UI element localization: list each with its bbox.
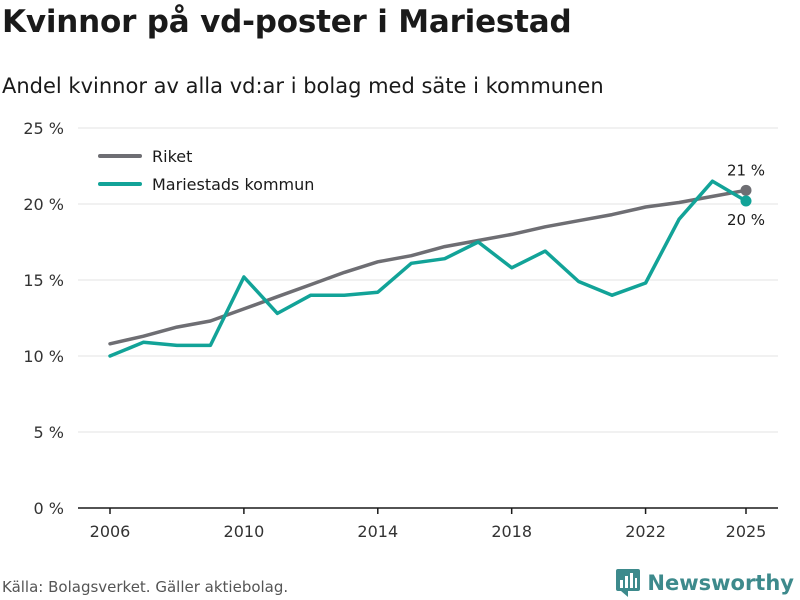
chart-title: Kvinnor på vd-poster i Mariestad bbox=[2, 4, 572, 40]
line-chart: 0 % 5 % 10 % 15 % 20 % 25 % 2006 2010 2014 2018 20… bbox=[23, 119, 778, 541]
legend-label-riket: Riket bbox=[152, 147, 192, 166]
y-tick-label: 20 % bbox=[23, 195, 64, 214]
y-tick-label: 25 % bbox=[23, 119, 64, 138]
end-point-mariestad bbox=[740, 195, 752, 207]
x-tick-label: 2018 bbox=[491, 522, 532, 541]
series-line-mariestad bbox=[108, 179, 748, 358]
brand-logo: Newsworthy bbox=[615, 568, 794, 598]
series-lines: 21 % 20 % bbox=[108, 161, 765, 358]
end-point-riket bbox=[740, 184, 752, 196]
x-tick-label: 2022 bbox=[625, 522, 666, 541]
legend-label-mariestad: Mariestads kommun bbox=[152, 175, 314, 194]
end-label-riket: 21 % bbox=[727, 161, 765, 179]
x-tick-label: 2025 bbox=[726, 522, 767, 541]
legend: Riket Mariestads kommun bbox=[98, 147, 314, 194]
brand-name: Newsworthy bbox=[647, 571, 794, 595]
y-tick-label: 0 % bbox=[34, 499, 64, 518]
axes: 0 % 5 % 10 % 15 % 20 % 25 % 2006 2010 2014 2018 20… bbox=[23, 119, 778, 541]
end-label-mariestad: 20 % bbox=[727, 211, 765, 229]
chart-subtitle: Andel kvinnor av alla vd:ar i bolag med … bbox=[2, 74, 604, 98]
y-tick-label: 5 % bbox=[34, 423, 64, 442]
series-line-riket bbox=[108, 188, 748, 346]
x-tick-label: 2014 bbox=[357, 522, 398, 541]
y-tick-label: 15 % bbox=[23, 271, 64, 290]
x-tick-label: 2006 bbox=[90, 522, 131, 541]
newsworthy-logo-icon bbox=[616, 569, 641, 597]
source-note: Källa: Bolagsverket. Gäller aktiebolag. bbox=[2, 578, 289, 596]
x-tick-label: 2010 bbox=[224, 522, 265, 541]
y-tick-label: 10 % bbox=[23, 347, 64, 366]
gridlines bbox=[78, 127, 778, 433]
